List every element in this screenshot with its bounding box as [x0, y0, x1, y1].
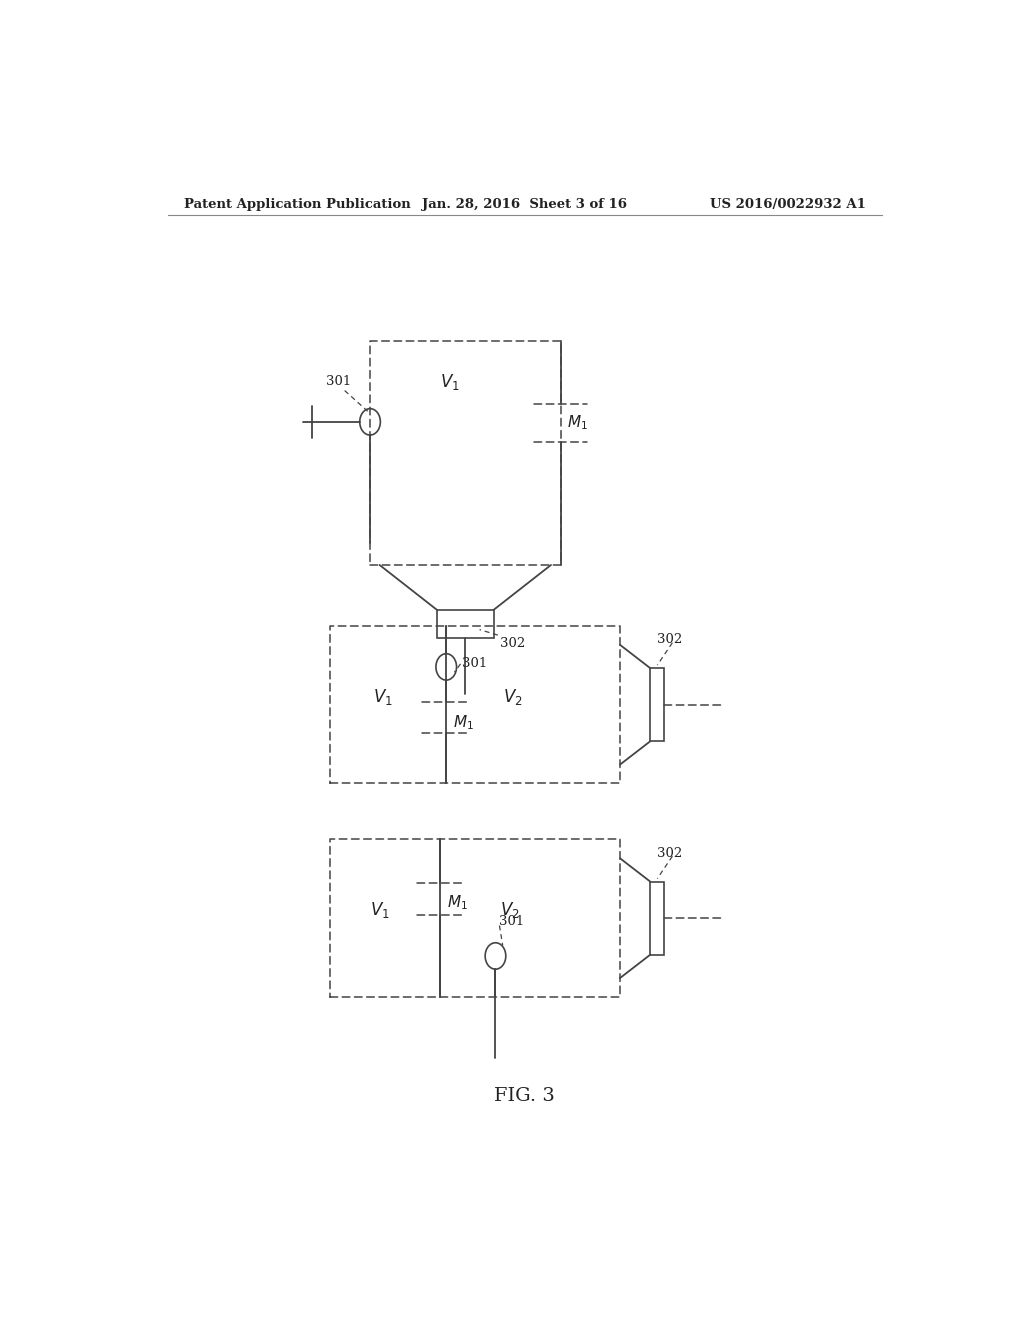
- Text: $M_1$: $M_1$: [567, 413, 588, 433]
- Text: Jan. 28, 2016  Sheet 3 of 16: Jan. 28, 2016 Sheet 3 of 16: [422, 198, 628, 211]
- Text: 302: 302: [656, 846, 682, 859]
- Text: $V_2$: $V_2$: [503, 686, 522, 706]
- Text: $M_1$: $M_1$: [453, 713, 473, 731]
- Text: $M_1$: $M_1$: [446, 892, 468, 912]
- Text: $V_1$: $V_1$: [440, 372, 460, 392]
- Text: $V_1$: $V_1$: [373, 686, 392, 706]
- Bar: [436, 610, 494, 638]
- Bar: [650, 882, 665, 954]
- Text: 301: 301: [327, 375, 351, 388]
- Text: US 2016/0022932 A1: US 2016/0022932 A1: [711, 198, 866, 211]
- Text: 302: 302: [500, 636, 525, 649]
- Text: Patent Application Publication: Patent Application Publication: [183, 198, 411, 211]
- Text: 301: 301: [500, 915, 524, 928]
- Bar: [650, 668, 665, 742]
- Text: $V_2$: $V_2$: [500, 900, 520, 920]
- Text: 302: 302: [656, 634, 682, 647]
- Text: $V_1$: $V_1$: [370, 900, 389, 920]
- Text: 301: 301: [462, 657, 487, 671]
- Text: FIG. 3: FIG. 3: [495, 1086, 555, 1105]
